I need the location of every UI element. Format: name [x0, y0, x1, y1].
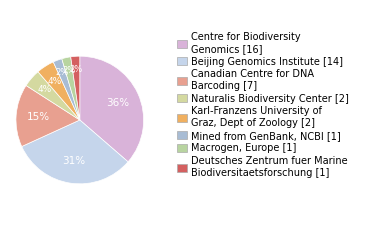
Wedge shape — [16, 85, 80, 147]
Wedge shape — [71, 56, 80, 120]
Text: 4%: 4% — [48, 77, 62, 86]
Wedge shape — [22, 120, 128, 184]
Text: 31%: 31% — [62, 156, 86, 166]
Wedge shape — [38, 62, 80, 120]
Text: 36%: 36% — [106, 98, 129, 108]
Text: 2%: 2% — [62, 66, 76, 75]
Wedge shape — [80, 56, 144, 162]
Text: 4%: 4% — [38, 85, 52, 94]
Wedge shape — [53, 59, 80, 120]
Text: 2%: 2% — [55, 68, 68, 77]
Legend: Centre for Biodiversity
Genomics [16], Beijing Genomics Institute [14], Canadian: Centre for Biodiversity Genomics [16], B… — [177, 32, 349, 178]
Text: 15%: 15% — [27, 112, 50, 122]
Text: 2%: 2% — [70, 65, 83, 73]
Wedge shape — [62, 57, 80, 120]
Wedge shape — [26, 72, 80, 120]
